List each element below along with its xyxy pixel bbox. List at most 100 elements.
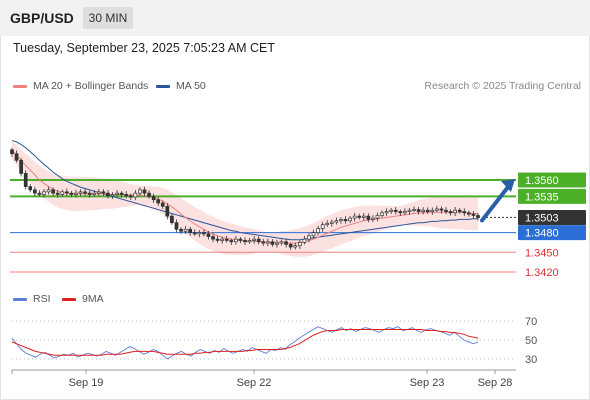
price-tag-1.3560 — [518, 172, 586, 188]
legend-rsi: RSI — [13, 293, 51, 305]
candle — [46, 189, 51, 193]
candle — [197, 232, 202, 235]
candle — [352, 215, 357, 219]
candle — [78, 191, 83, 194]
interval-button[interactable]: 30 MIN — [83, 7, 133, 29]
ma50-swatch-icon — [156, 84, 170, 88]
bollinger-band — [12, 141, 478, 257]
candle — [302, 238, 307, 243]
x-tick-label: Sep 22 — [237, 377, 272, 389]
candle — [243, 240, 247, 243]
candle — [64, 191, 69, 194]
rsi-tick-label: 70 — [525, 316, 537, 328]
legend-ma50: MA 50 — [156, 80, 206, 92]
candle — [421, 209, 426, 212]
candle — [142, 189, 147, 194]
candle — [156, 199, 161, 204]
ma20-swatch-icon — [13, 84, 27, 88]
candle — [307, 235, 311, 240]
price-tag-label: 1.3560 — [525, 175, 559, 187]
candle — [106, 192, 110, 197]
candle — [393, 209, 398, 212]
candle — [92, 192, 97, 195]
legend-ma50-label: MA 50 — [176, 80, 206, 92]
rsi-swatch-icon — [13, 297, 27, 301]
symbol-title: GBP/USD — [10, 10, 74, 26]
candle — [23, 173, 28, 187]
candle — [366, 215, 371, 220]
candle — [211, 236, 215, 240]
candle — [416, 209, 421, 212]
candle — [188, 228, 193, 233]
candle — [42, 191, 46, 195]
candle — [133, 192, 138, 198]
candle — [224, 238, 229, 241]
candle — [261, 241, 266, 244]
candle — [275, 242, 279, 245]
candle — [101, 191, 106, 194]
candle — [74, 192, 78, 195]
candle — [32, 189, 37, 194]
copyright-text: Research © 2025 Trading Central — [424, 80, 581, 92]
candle — [316, 228, 320, 233]
legend-9ma: 9MA — [62, 293, 104, 305]
candle — [284, 241, 288, 245]
timestamp: Tuesday, September 23, 2025 7:05:23 AM C… — [13, 41, 275, 55]
candle — [247, 240, 252, 243]
candle — [384, 211, 389, 214]
candle — [339, 219, 343, 222]
x-tick-label: Sep 19 — [69, 377, 104, 389]
candle — [115, 192, 119, 195]
candle — [238, 238, 243, 241]
rsi-ma-line — [11, 329, 479, 356]
price-tag-label: 1.3480 — [525, 228, 559, 240]
rsi-tick-label: 30 — [525, 354, 537, 366]
candle — [348, 217, 352, 222]
candle — [229, 240, 234, 243]
candle — [192, 232, 197, 235]
candle — [380, 212, 384, 216]
candle — [398, 211, 403, 214]
candle — [412, 209, 416, 211]
price-tag-1.3480 — [518, 225, 586, 241]
legend-rsi-label: RSI — [33, 293, 51, 305]
candle — [265, 241, 270, 244]
candle — [37, 192, 42, 195]
candle — [215, 238, 220, 241]
candle — [179, 228, 183, 232]
candle — [55, 192, 60, 195]
rsi-tick-label: 50 — [525, 335, 537, 347]
candle — [151, 196, 156, 201]
candle — [343, 219, 348, 222]
current-price-label: 1.3503 — [525, 212, 559, 224]
candle — [206, 233, 211, 237]
candle — [14, 153, 19, 161]
candle — [375, 215, 380, 219]
candle — [174, 222, 179, 230]
candle — [128, 195, 133, 198]
candle — [297, 242, 302, 247]
candle — [220, 238, 225, 241]
ma50-line — [11, 140, 478, 241]
legend-9ma-label: 9MA — [82, 293, 104, 305]
candle — [430, 209, 435, 212]
candle — [334, 220, 339, 223]
price-tag-1.3535 — [518, 188, 586, 204]
x-tick-label: Sep 23 — [410, 377, 445, 389]
forecast-arrow-head-icon — [501, 179, 515, 192]
candle — [279, 241, 284, 244]
candle — [471, 213, 476, 216]
candle — [10, 149, 14, 155]
candle — [467, 212, 471, 215]
candle — [234, 238, 238, 243]
price-tag-label: 1.3535 — [525, 191, 559, 203]
price-label: 1.3450 — [525, 247, 559, 259]
candle — [183, 228, 188, 232]
candle — [96, 191, 101, 194]
forecast-arrow-shaft — [480, 185, 510, 223]
candle — [147, 192, 151, 197]
candle — [448, 211, 453, 214]
candle — [453, 209, 458, 214]
candle — [83, 191, 87, 194]
